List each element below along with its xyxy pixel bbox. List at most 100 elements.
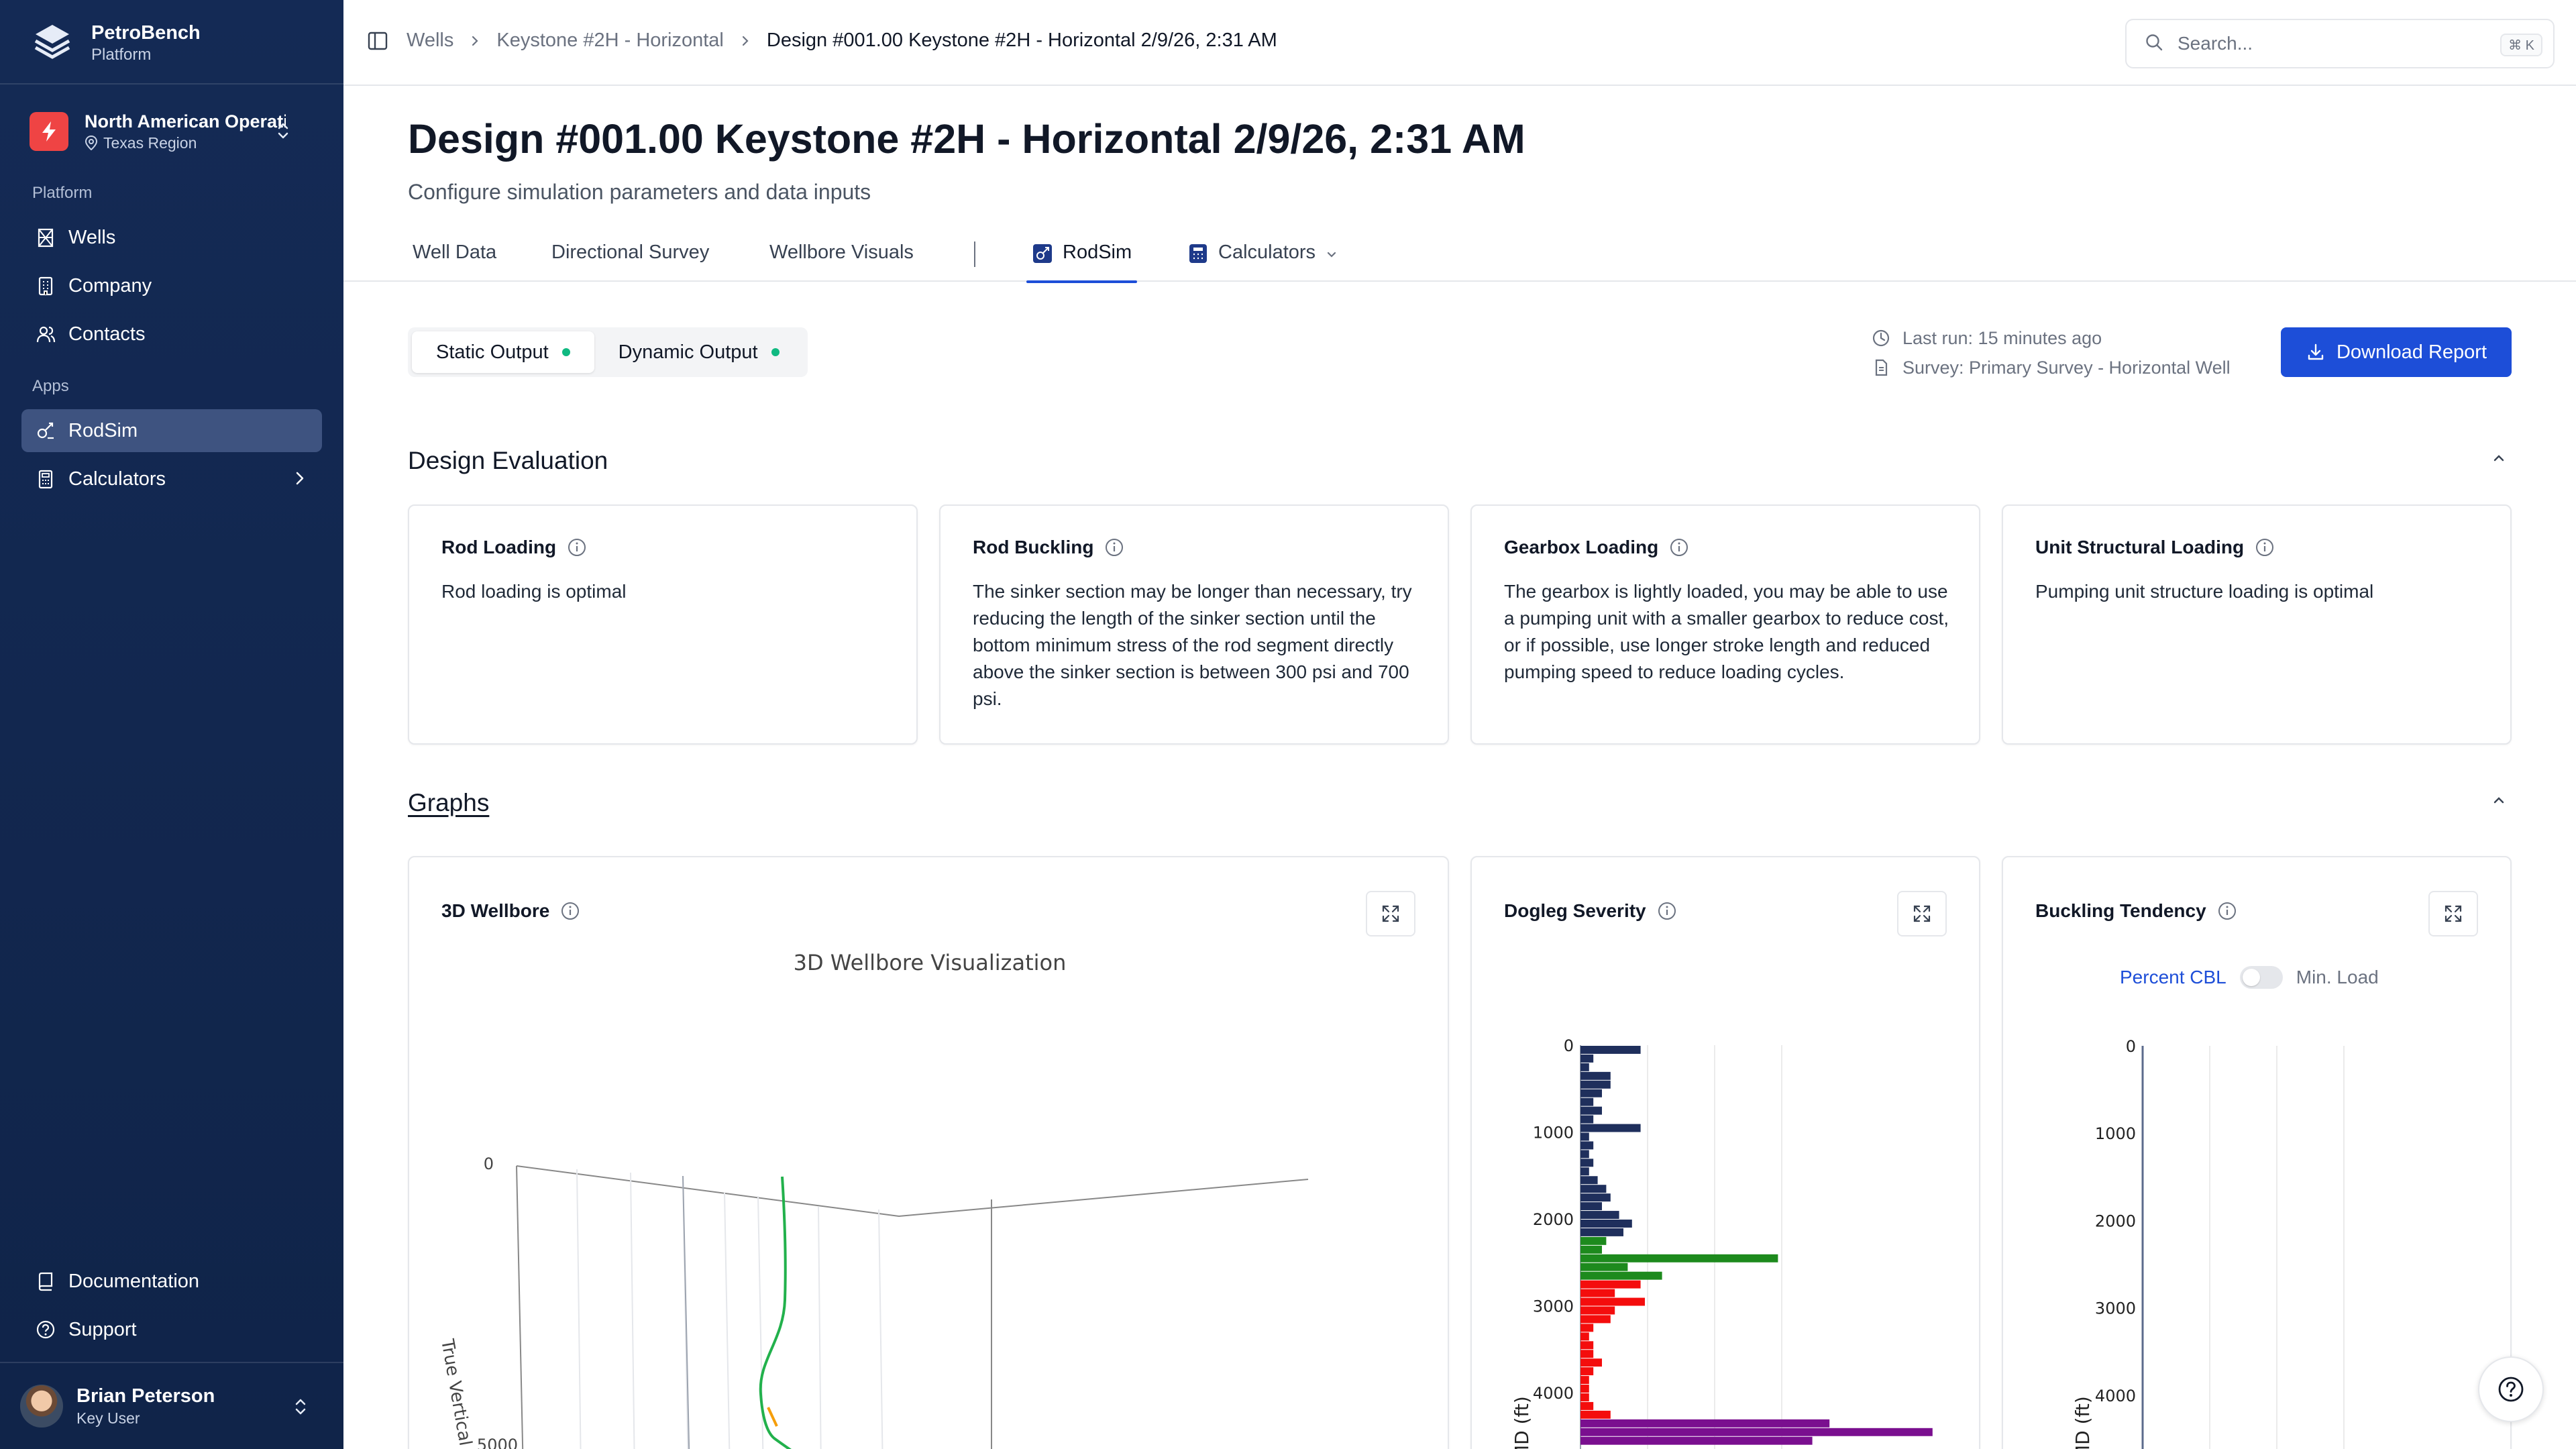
dogleg-bar[interactable] — [1580, 1115, 1594, 1124]
sidebar-item-wells[interactable]: Wells — [21, 216, 322, 259]
dogleg-bar[interactable] — [1580, 1297, 1645, 1306]
dogleg-bar[interactable] — [1580, 1358, 1602, 1367]
expand-button[interactable] — [1366, 891, 1415, 936]
dogleg-bar[interactable] — [1580, 1436, 1813, 1445]
dogleg-bar[interactable] — [1580, 1080, 1611, 1089]
dogleg-bar[interactable] — [1580, 1159, 1594, 1167]
card-title-text: Gearbox Loading — [1504, 537, 1659, 557]
dogleg-bar[interactable] — [1580, 1071, 1611, 1080]
tab-calculators[interactable]: Calculators — [1187, 241, 1338, 282]
sidebar-toggle-icon[interactable] — [366, 30, 389, 56]
dogleg-bar[interactable] — [1580, 1393, 1589, 1401]
dogleg-bar[interactable] — [1580, 1410, 1611, 1419]
info-icon — [561, 902, 580, 920]
card-body: Rod loading is optimal — [441, 581, 627, 602]
sidebar-item-support[interactable]: Support — [21, 1308, 322, 1351]
sidebar-item-documentation[interactable]: Documentation — [21, 1260, 322, 1303]
dogleg-bar[interactable] — [1580, 1289, 1615, 1297]
static-output-button[interactable]: Static Output — [412, 331, 594, 373]
min-load-label[interactable]: Min. Load — [2296, 967, 2379, 987]
search-input[interactable] — [2178, 33, 2473, 54]
wellbore-segment — [767, 1407, 778, 1427]
dogleg-bar[interactable] — [1580, 1167, 1589, 1176]
dogleg-bar[interactable] — [1580, 1089, 1602, 1097]
percent-cbl-label[interactable]: Percent CBL — [2120, 967, 2226, 987]
dogleg-bar[interactable] — [1580, 1332, 1589, 1341]
info-icon — [1106, 539, 1124, 556]
dogleg-bar[interactable] — [1580, 1263, 1628, 1271]
graph-card-buckling-tendency: Buckling Tendency Percent CBL Min. Load … — [2002, 856, 2512, 1449]
status-dot — [561, 348, 570, 356]
dogleg-bar[interactable] — [1580, 1063, 1589, 1071]
dogleg-bar[interactable] — [1580, 1236, 1607, 1245]
dogleg-bar[interactable] — [1580, 1150, 1589, 1159]
graph-card-3d-wellbore: 3D Wellbore 3D Wellbore Visualization 0 … — [408, 856, 1449, 1449]
wellbore-3d-plot[interactable]: 3D Wellbore Visualization 0 5000 True Ve… — [409, 857, 1449, 1449]
breadcrumb-well[interactable]: Keystone #2H - Horizontal — [496, 30, 724, 51]
dogleg-bar[interactable] — [1580, 1193, 1611, 1202]
sidebar-item-rodsim[interactable]: RodSim — [21, 409, 322, 452]
user-menu[interactable]: Brian Peterson Key User — [20, 1379, 322, 1433]
tab-rodsim[interactable]: RodSim — [1026, 241, 1138, 283]
tab-wellbore-visuals[interactable]: Wellbore Visuals — [769, 241, 914, 282]
dogleg-bar[interactable] — [1580, 1245, 1602, 1254]
petrobench-logo-icon — [30, 20, 75, 66]
card-title-text: Unit Structural Loading — [2035, 537, 2245, 557]
tab-directional-survey[interactable]: Directional Survey — [551, 241, 709, 282]
dogleg-bar[interactable] — [1580, 1185, 1607, 1193]
y-tick-label: 1000 — [2095, 1124, 2136, 1143]
dynamic-output-button[interactable]: Dynamic Output — [594, 331, 804, 373]
graphs-title[interactable]: Graphs — [408, 789, 490, 816]
mode-switch[interactable] — [2239, 966, 2283, 989]
dogleg-bar[interactable] — [1580, 1141, 1594, 1150]
breadcrumb-wells[interactable]: Wells — [407, 30, 454, 51]
sidebar-item-contacts[interactable]: Contacts — [21, 313, 322, 356]
sidebar-item-calculators[interactable]: Calculators — [21, 458, 322, 500]
dogleg-bar[interactable] — [1580, 1419, 1830, 1428]
run-meta: Last run: 15 minutes ago Survey: Primary… — [1872, 323, 2231, 382]
dogleg-bar[interactable] — [1580, 1211, 1619, 1219]
sidebar-item-company[interactable]: Company — [21, 264, 322, 307]
dogleg-bar[interactable] — [1580, 1228, 1623, 1236]
dogleg-severity-chart[interactable]: 0 1000 2000 3000 4000 MD (ft) — [1472, 857, 1980, 1449]
expand-button[interactable] — [2428, 891, 2478, 936]
dogleg-bar[interactable] — [1580, 1350, 1594, 1358]
dogleg-bar[interactable] — [1580, 1385, 1589, 1393]
dogleg-bar[interactable] — [1580, 1341, 1594, 1350]
brand[interactable]: PetroBench Platform — [30, 17, 201, 68]
search-box[interactable]: ⌘ K — [2125, 19, 2555, 68]
card-title-text: 3D Wellbore — [441, 900, 550, 921]
tab-label: Wellbore Visuals — [769, 241, 914, 263]
dogleg-bar[interactable] — [1580, 1202, 1602, 1211]
dogleg-bar[interactable] — [1580, 1106, 1602, 1115]
dogleg-bar[interactable] — [1580, 1280, 1641, 1289]
dogleg-bar[interactable] — [1580, 1254, 1778, 1263]
org-switcher[interactable]: North American Operations Texas Region — [30, 106, 318, 157]
download-report-button[interactable]: Download Report — [2281, 327, 2512, 377]
dogleg-bar[interactable] — [1580, 1054, 1594, 1063]
tab-well-data[interactable]: Well Data — [413, 241, 496, 282]
dogleg-bar[interactable] — [1580, 1324, 1594, 1332]
dogleg-bar[interactable] — [1580, 1124, 1641, 1132]
dogleg-bar[interactable] — [1580, 1367, 1594, 1376]
expand-button[interactable] — [1897, 891, 1947, 936]
buckling-tendency-chart[interactable]: 0 1000 2000 3000 4000 MD (ft) — [2003, 857, 2512, 1449]
breadcrumb-current: Design #001.00 Keystone #2H - Horizontal… — [766, 30, 1277, 51]
card-body: The gearbox is lightly loaded, you may b… — [1504, 581, 1949, 682]
help-button[interactable] — [2478, 1356, 2544, 1422]
dogleg-bar[interactable] — [1580, 1046, 1641, 1054]
chevron-up-icon[interactable] — [2489, 790, 2509, 814]
chevron-up-icon[interactable] — [2489, 448, 2509, 472]
dogleg-bar[interactable] — [1580, 1271, 1662, 1280]
axis-box-left — [516, 1165, 524, 1449]
avatar — [20, 1385, 63, 1428]
dogleg-bar[interactable] — [1580, 1428, 1933, 1436]
dogleg-bar[interactable] — [1580, 1097, 1594, 1106]
dogleg-bar[interactable] — [1580, 1306, 1615, 1315]
dogleg-bar[interactable] — [1580, 1315, 1611, 1324]
dogleg-bar[interactable] — [1580, 1401, 1594, 1410]
dogleg-bar[interactable] — [1580, 1132, 1589, 1141]
dogleg-bar[interactable] — [1580, 1176, 1598, 1185]
dogleg-bar[interactable] — [1580, 1220, 1632, 1228]
dogleg-bar[interactable] — [1580, 1376, 1589, 1385]
